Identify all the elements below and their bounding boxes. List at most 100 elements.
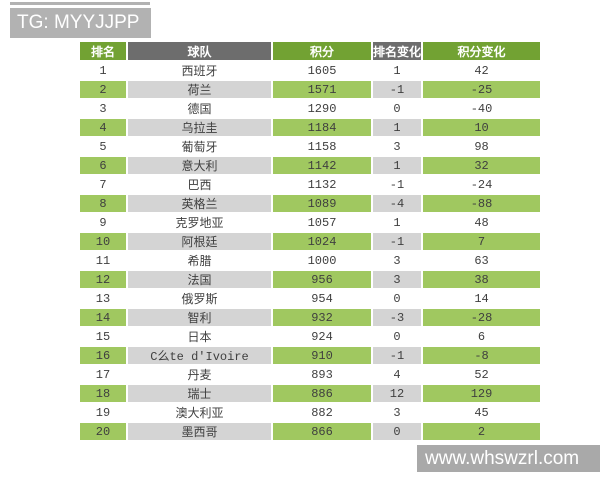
team-cell: 乌拉圭 (128, 119, 271, 136)
rank-change-cell: 0 (373, 328, 422, 345)
table-row: 5 葡萄牙 1158 3 98 (80, 138, 541, 155)
rank-cell: 6 (80, 157, 126, 174)
team-cell: 希腊 (128, 252, 271, 269)
points-cell: 932 (273, 309, 371, 326)
points-change-cell: 7 (423, 233, 541, 250)
tg-label: TG: MYYJJPP (10, 8, 151, 38)
points-cell: 956 (273, 271, 371, 288)
team-cell: 巴西 (128, 176, 271, 193)
team-cell: 法国 (128, 271, 271, 288)
points-cell: 1024 (273, 233, 371, 250)
table-row: 3 德国 1290 0 -40 (80, 100, 541, 117)
points-change-cell: 63 (423, 252, 541, 269)
header-points-change: 积分变化 (423, 42, 541, 60)
rank-cell: 14 (80, 309, 126, 326)
points-cell: 1158 (273, 138, 371, 155)
points-cell: 954 (273, 290, 371, 307)
rank-change-cell: 4 (373, 366, 422, 383)
header-rank: 排名 (80, 42, 126, 60)
team-cell: 阿根廷 (128, 233, 271, 250)
rank-change-cell: -1 (373, 233, 422, 250)
points-cell: 1000 (273, 252, 371, 269)
table-row: 11 希腊 1000 3 63 (80, 252, 541, 269)
points-cell: 1132 (273, 176, 371, 193)
rank-cell: 10 (80, 233, 126, 250)
rank-cell: 20 (80, 423, 126, 440)
table-row: 12 法国 956 3 38 (80, 271, 541, 288)
points-cell: 1142 (273, 157, 371, 174)
rank-cell: 12 (80, 271, 126, 288)
table-header-row: 排名 球队 积分 排名变化 积分变化 (80, 42, 541, 60)
rank-change-cell: -4 (373, 195, 422, 212)
rank-cell: 4 (80, 119, 126, 136)
table-row: 1 西班牙 1605 1 42 (80, 62, 541, 79)
rank-change-cell: -1 (373, 176, 422, 193)
points-change-cell: 45 (423, 404, 541, 421)
rank-change-cell: 3 (373, 271, 422, 288)
points-change-cell: 10 (423, 119, 541, 136)
points-cell: 882 (273, 404, 371, 421)
rank-cell: 19 (80, 404, 126, 421)
points-cell: 893 (273, 366, 371, 383)
points-cell: 1089 (273, 195, 371, 212)
table-row: 13 俄罗斯 954 0 14 (80, 290, 541, 307)
team-cell: 克罗地亚 (128, 214, 271, 231)
table-row: 20 墨西哥 866 0 2 (80, 423, 541, 440)
points-cell: 886 (273, 385, 371, 402)
team-cell: 西班牙 (128, 62, 271, 79)
points-change-cell: -40 (423, 100, 541, 117)
table-row: 18 瑞士 886 12 129 (80, 385, 541, 402)
rank-cell: 16 (80, 347, 126, 364)
rank-change-cell: 3 (373, 404, 422, 421)
team-cell: 荷兰 (128, 81, 271, 98)
rank-cell: 7 (80, 176, 126, 193)
rank-change-cell: 1 (373, 119, 422, 136)
points-change-cell: 129 (423, 385, 541, 402)
rank-change-cell: 0 (373, 423, 422, 440)
points-change-cell: -25 (423, 81, 541, 98)
rank-cell: 11 (80, 252, 126, 269)
points-change-cell: -8 (423, 347, 541, 364)
table-row: 19 澳大利亚 882 3 45 (80, 404, 541, 421)
table-row: 9 克罗地亚 1057 1 48 (80, 214, 541, 231)
header-team: 球队 (128, 42, 271, 60)
team-cell: 瑞士 (128, 385, 271, 402)
rank-change-cell: -3 (373, 309, 422, 326)
table-row: 17 丹麦 893 4 52 (80, 366, 541, 383)
points-change-cell: 6 (423, 328, 541, 345)
rank-cell: 5 (80, 138, 126, 155)
rank-cell: 2 (80, 81, 126, 98)
rank-change-cell: 0 (373, 290, 422, 307)
points-change-cell: -24 (423, 176, 541, 193)
rank-cell: 3 (80, 100, 126, 117)
table-row: 14 智利 932 -3 -28 (80, 309, 541, 326)
points-cell: 1184 (273, 119, 371, 136)
team-cell: C么te d'Ivoire (128, 347, 271, 364)
points-change-cell: 52 (423, 366, 541, 383)
rank-change-cell: 3 (373, 252, 422, 269)
team-cell: 丹麦 (128, 366, 271, 383)
table-row: 2 荷兰 1571 -1 -25 (80, 81, 541, 98)
site-watermark: www.whswzrl.com (417, 445, 600, 472)
points-change-cell: 42 (423, 62, 541, 79)
rank-cell: 13 (80, 290, 126, 307)
points-change-cell: 14 (423, 290, 541, 307)
table-row: 8 英格兰 1089 -4 -88 (80, 195, 541, 212)
points-cell: 866 (273, 423, 371, 440)
rank-cell: 17 (80, 366, 126, 383)
points-change-cell: 48 (423, 214, 541, 231)
table-row: 7 巴西 1132 -1 -24 (80, 176, 541, 193)
team-cell: 葡萄牙 (128, 138, 271, 155)
points-change-cell: 98 (423, 138, 541, 155)
points-change-cell: 2 (423, 423, 541, 440)
team-cell: 墨西哥 (128, 423, 271, 440)
table-row: 6 意大利 1142 1 32 (80, 157, 541, 174)
rank-change-cell: 12 (373, 385, 422, 402)
points-cell: 1290 (273, 100, 371, 117)
header-rank-change: 排名变化 (373, 42, 422, 60)
rank-cell: 8 (80, 195, 126, 212)
table-row: 10 阿根廷 1024 -1 7 (80, 233, 541, 250)
rank-cell: 1 (80, 62, 126, 79)
points-cell: 910 (273, 347, 371, 364)
team-cell: 德国 (128, 100, 271, 117)
